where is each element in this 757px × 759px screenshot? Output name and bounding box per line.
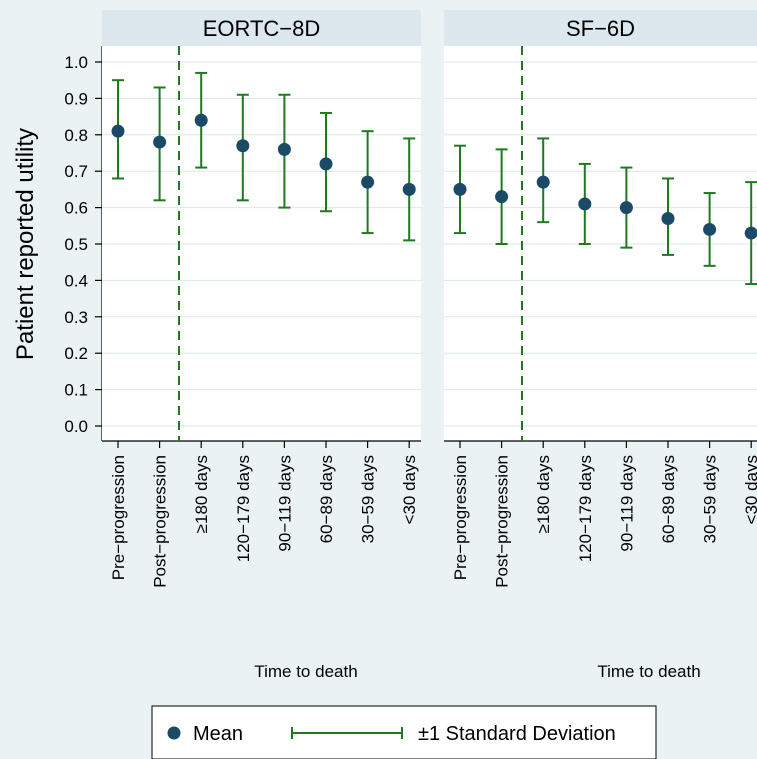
- panel-strip: [444, 10, 757, 46]
- mean-point: [277, 142, 291, 156]
- x-tick-label: 120−179 days: [234, 455, 253, 562]
- x-tick-label: Post−progression: [151, 455, 170, 588]
- facet-panel-1: EORTC−8D Pre−progression Post−progression ≥…: [102, 10, 421, 681]
- mean-point: [703, 222, 717, 236]
- mean-point: [661, 212, 675, 226]
- mean-point: [111, 124, 125, 138]
- legend: Mean ±1 Standard Deviation: [151, 705, 657, 759]
- y-axis-title: Patient reported utility: [12, 128, 39, 360]
- mean-point: [744, 226, 757, 240]
- x-tick-label: <30 days: [742, 455, 757, 524]
- y-tick-label: 0.9: [64, 89, 88, 108]
- mean-point: [319, 157, 333, 171]
- legend-mean-symbol: [167, 726, 181, 740]
- x-axis-title: Time to death: [597, 662, 700, 681]
- legend-box: [151, 705, 657, 759]
- y-tick-label: 0.8: [64, 126, 88, 145]
- x-tick-label: 60−89 days: [659, 455, 678, 543]
- y-tick-label: 0.0: [64, 417, 88, 436]
- y-tick-label: 0.6: [64, 199, 88, 218]
- x-tick-label: ≥180 days: [192, 455, 211, 533]
- x-tick-label: 30−59 days: [359, 455, 378, 543]
- legend-sd-label: ±1 Standard Deviation: [418, 723, 616, 745]
- mean-point: [578, 197, 592, 211]
- mean-point: [153, 135, 167, 149]
- x-tick-label: 60−89 days: [317, 455, 336, 543]
- mean-point: [236, 139, 250, 153]
- legend-mean-label: Mean: [193, 723, 243, 745]
- x-tick-label: 90−119 days: [275, 455, 294, 552]
- facet-panels: EORTC−8D Pre−progression Post−progression ≥…: [102, 10, 757, 681]
- y-tick-label: 0.7: [64, 162, 88, 181]
- x-tick-label: Post−progression: [493, 455, 512, 588]
- y-tick-label: 0.5: [64, 235, 88, 254]
- mean-point: [361, 175, 375, 189]
- panel-strip: [102, 10, 421, 46]
- mean-point: [619, 201, 633, 215]
- panel-title: SF−6D: [566, 16, 635, 41]
- x-tick-label: 120−179 days: [576, 455, 595, 562]
- x-tick-label: Pre−progression: [109, 455, 128, 580]
- panel-title: EORTC−8D: [203, 16, 321, 41]
- y-tick-label: 0.3: [64, 308, 88, 327]
- mean-point: [453, 182, 467, 196]
- mean-point: [194, 113, 208, 127]
- x-tick-label: ≥180 days: [534, 455, 553, 533]
- x-tick-label: Pre−progression: [451, 455, 470, 580]
- mean-point: [402, 182, 416, 196]
- mean-point: [495, 190, 509, 204]
- x-tick-label: <30 days: [400, 455, 419, 524]
- y-tick-label: 1.0: [64, 53, 88, 72]
- mean-point: [536, 175, 550, 189]
- y-tick-label: 0.1: [64, 381, 88, 400]
- y-tick-label: 0.4: [64, 271, 88, 290]
- x-tick-label: 90−119 days: [617, 455, 636, 552]
- x-tick-label: 30−59 days: [701, 455, 720, 543]
- y-axis: 0.0 0.1 0.2 0.3 0.4 0.5 0.6 0.7 0.8 0.9 1.0: [64, 46, 103, 441]
- facet-panel-2: SF−6D Pre−progression Post−progression ≥180…: [444, 10, 757, 681]
- y-tick-label: 0.2: [64, 344, 88, 363]
- x-axis-title: Time to death: [254, 662, 357, 681]
